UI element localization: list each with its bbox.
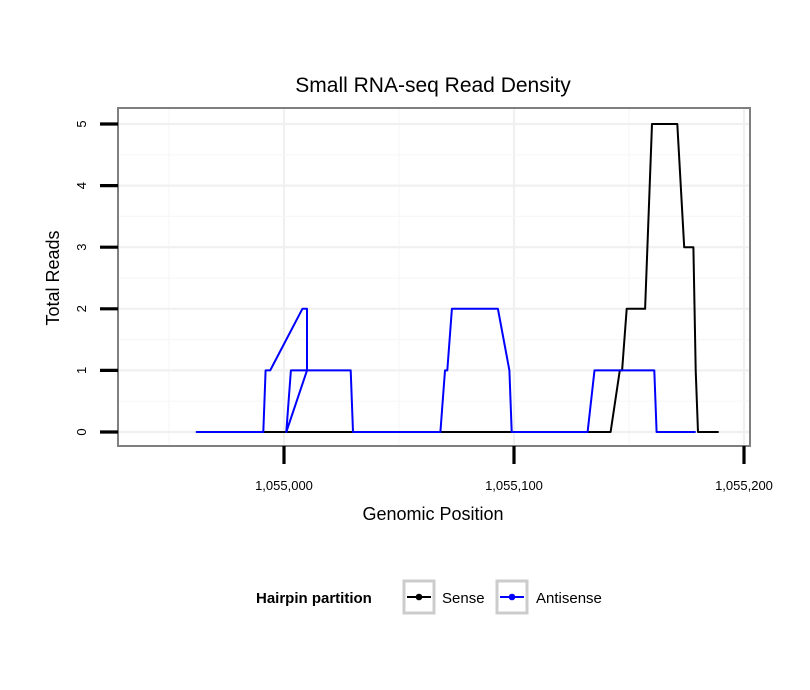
axis-layer: 1,055,000 1,055,100 1,055,200 0 1 2 3 4 5 xyxy=(74,120,773,493)
y-tick-label: 2 xyxy=(74,305,89,312)
y-tick-label: 5 xyxy=(74,120,89,127)
grid-layer xyxy=(118,108,750,446)
legend-point-sense xyxy=(415,593,423,601)
legend-title: Hairpin partition xyxy=(256,590,372,607)
series-line-antisense xyxy=(195,307,696,433)
chart-title: Small RNA-seq Read Density xyxy=(295,74,571,97)
legend-item-antisense: Antisense xyxy=(495,579,602,615)
legend-point-antisense xyxy=(508,593,516,601)
x-tick-label: 1,055,200 xyxy=(715,478,773,493)
y-axis-label: Total Reads xyxy=(43,230,63,325)
x-tick-label: 1,055,100 xyxy=(485,478,543,493)
plot-panel-border xyxy=(117,107,751,447)
y-tick-label: 4 xyxy=(74,182,89,189)
y-tick-label: 0 xyxy=(74,428,89,435)
x-tick-label: 1,055,000 xyxy=(255,478,313,493)
legend-item-sense: Sense xyxy=(402,579,485,615)
series-layer xyxy=(195,123,719,433)
legend-label-sense: Sense xyxy=(442,590,485,607)
legend: Hairpin partition Sense Antisense xyxy=(256,579,602,615)
legend-label-antisense: Antisense xyxy=(536,590,602,607)
y-tick-label: 1 xyxy=(74,367,89,374)
y-tick-label: 3 xyxy=(74,244,89,251)
x-axis-label: Genomic Position xyxy=(362,504,503,524)
